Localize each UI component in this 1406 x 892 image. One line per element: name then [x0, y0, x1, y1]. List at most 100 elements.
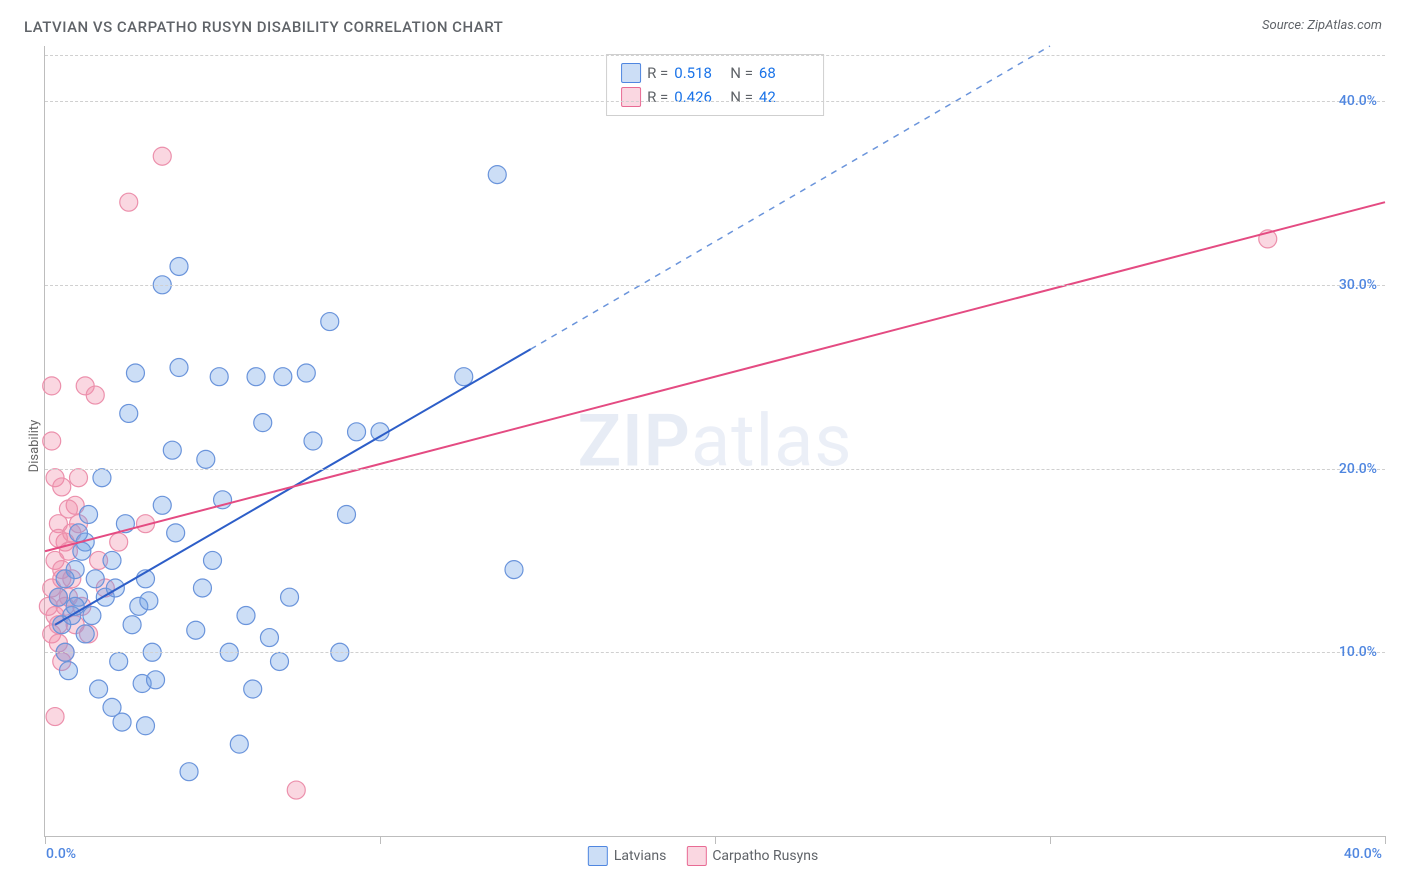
- data-point: [110, 533, 128, 551]
- data-point: [83, 607, 101, 625]
- data-point: [163, 441, 181, 459]
- data-point: [170, 257, 188, 275]
- legend-r-value: 0.426: [674, 85, 724, 109]
- gridline: [45, 55, 1385, 56]
- data-point: [254, 414, 272, 432]
- data-point: [260, 629, 278, 647]
- legend-n-value: 68: [759, 61, 809, 85]
- gridline: [45, 285, 1385, 286]
- data-point: [247, 368, 265, 386]
- data-point: [86, 570, 104, 588]
- y-tick-label: 40.0%: [1339, 93, 1377, 109]
- legend-r-value: 0.518: [674, 61, 724, 85]
- data-point: [244, 680, 262, 698]
- data-point: [93, 469, 111, 487]
- data-point: [120, 404, 138, 422]
- svg-layer: [45, 46, 1385, 836]
- data-point: [455, 368, 473, 386]
- legend-swatch: [621, 63, 641, 83]
- data-point: [123, 616, 141, 634]
- chart-container: LATVIAN VS CARPATHO RUSYN DISABILITY COR…: [0, 0, 1406, 892]
- data-point: [147, 671, 165, 689]
- data-point: [137, 717, 155, 735]
- data-point: [321, 313, 339, 331]
- data-point: [287, 781, 305, 799]
- data-point: [274, 368, 292, 386]
- data-point: [113, 713, 131, 731]
- data-point: [59, 500, 77, 518]
- data-point: [170, 359, 188, 377]
- plot-area: ZIPatlas R =0.518N =68R =0.426N =42 10.0…: [44, 46, 1385, 837]
- data-point: [56, 570, 74, 588]
- x-tick: [45, 836, 46, 844]
- x-axis-min-label: 0.0%: [46, 846, 76, 862]
- data-point: [46, 708, 64, 726]
- legend-swatch: [588, 846, 608, 866]
- data-point: [49, 529, 67, 547]
- legend-item: Carpatho Rusyns: [686, 846, 818, 866]
- x-tick: [715, 836, 716, 844]
- data-point: [348, 423, 366, 441]
- data-point: [103, 551, 121, 569]
- y-axis-label: Disability: [27, 420, 42, 473]
- data-point: [70, 524, 88, 542]
- x-axis-max-label: 40.0%: [1344, 846, 1382, 862]
- legend-swatch: [686, 846, 706, 866]
- data-point: [281, 588, 299, 606]
- legend-series-label: Carpatho Rusyns: [712, 848, 818, 864]
- data-point: [140, 592, 158, 610]
- x-tick: [380, 836, 381, 844]
- data-point: [505, 561, 523, 579]
- x-tick: [1050, 836, 1051, 844]
- data-point: [167, 524, 185, 542]
- data-point: [271, 652, 289, 670]
- x-tick: [1385, 836, 1386, 844]
- data-point: [43, 432, 61, 450]
- data-point: [153, 496, 171, 514]
- data-point: [297, 364, 315, 382]
- data-point: [126, 364, 144, 382]
- data-point: [338, 505, 356, 523]
- data-point: [210, 368, 228, 386]
- legend-r-label: R =: [647, 85, 668, 109]
- legend-n-label: N =: [730, 61, 753, 85]
- data-point: [180, 763, 198, 781]
- legend-item: Latvians: [588, 846, 667, 866]
- data-point: [153, 147, 171, 165]
- data-point: [197, 450, 215, 468]
- legend-r-label: R =: [647, 61, 668, 85]
- legend-row: R =0.426N =42: [621, 85, 809, 109]
- legend-series-label: Latvians: [614, 848, 667, 864]
- data-point: [49, 588, 67, 606]
- data-point: [120, 193, 138, 211]
- correlation-legend: R =0.518N =68R =0.426N =42: [606, 54, 824, 116]
- data-point: [59, 662, 77, 680]
- data-point: [204, 551, 222, 569]
- data-point: [237, 607, 255, 625]
- legend-n-label: N =: [730, 85, 753, 109]
- data-point: [488, 166, 506, 184]
- y-tick-label: 10.0%: [1339, 644, 1377, 660]
- data-point: [187, 621, 205, 639]
- data-point: [53, 478, 71, 496]
- data-point: [193, 579, 211, 597]
- y-tick-label: 30.0%: [1339, 277, 1377, 293]
- data-point: [80, 505, 98, 523]
- series-legend: Latvians Carpatho Rusyns: [588, 846, 818, 866]
- chart-title: LATVIAN VS CARPATHO RUSYN DISABILITY COR…: [24, 18, 503, 36]
- data-point: [86, 386, 104, 404]
- data-point: [110, 652, 128, 670]
- gridline: [45, 101, 1385, 102]
- data-point: [73, 542, 91, 560]
- legend-row: R = 0.518 N = 68: [621, 61, 809, 85]
- data-point: [43, 377, 61, 395]
- y-tick-label: 20.0%: [1339, 461, 1377, 477]
- gridline: [45, 469, 1385, 470]
- data-point: [230, 735, 248, 753]
- gridline: [45, 652, 1385, 653]
- data-point: [304, 432, 322, 450]
- source-attribution: Source: ZipAtlas.com: [1262, 18, 1382, 33]
- data-point: [70, 469, 88, 487]
- data-point: [90, 680, 108, 698]
- data-point: [76, 625, 94, 643]
